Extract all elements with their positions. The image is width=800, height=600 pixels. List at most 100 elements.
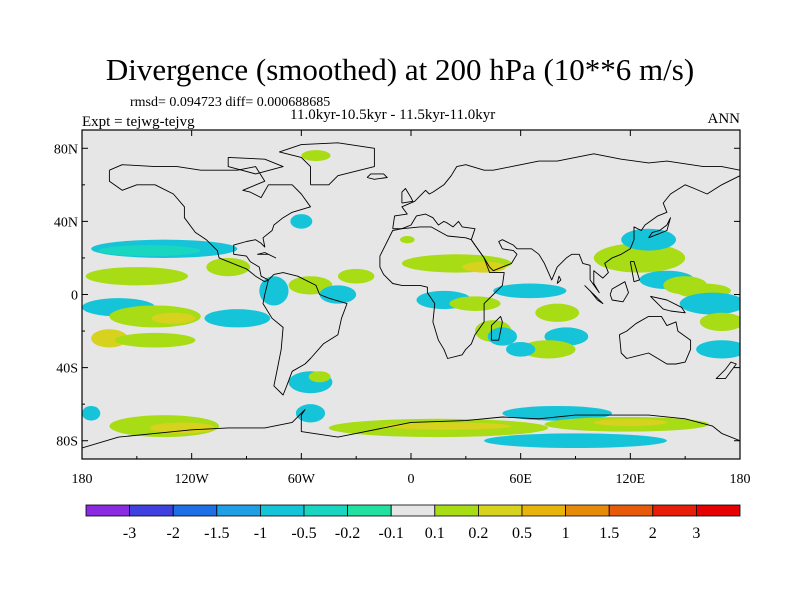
divergence-region [679,292,740,315]
colorbar-swatch [259,504,305,517]
divergence-field-layer [82,150,740,449]
colorbar-label: -1 [254,525,267,542]
lon-tick-label: 180 [730,472,751,487]
colorbar-swatch [696,504,741,517]
divergence-region [301,150,331,162]
coastline [650,295,686,314]
colorbar-swatch [608,504,654,517]
colorbar-label: -3 [123,525,136,542]
coastline [278,142,375,186]
lon-tick-label: 60E [509,472,532,487]
divergence-region [295,404,326,423]
divergence-region [593,418,667,427]
divergence-region [484,433,667,449]
divergence-region [288,276,333,295]
divergence-region [319,285,357,304]
divergence-region [206,257,251,277]
coastline [648,217,671,239]
lat-tick-label: 80S [56,435,78,450]
lat-tick-label: 80N [54,142,78,157]
lon-tick-label: 0 [408,472,415,487]
coastline [262,272,348,396]
divergence-region [493,283,567,299]
colorbar-label: 0.2 [468,525,488,542]
colorbar-label: -1.5 [204,525,229,542]
divergence-region [114,332,196,348]
lon-tick-label: 60W [288,472,316,487]
period-label: 11.0kyr-10.5kyr - 11.5kyr-11.0kyr [290,107,496,123]
divergence-region [535,303,580,322]
divergence-region [82,405,101,421]
colorbar: -3 -2 -1.5 -1 -0.5 -0.2 -0.1 0.1 0.2 0.5 1 1.5 2 3 [85,504,741,542]
lat-tick-label: 40N [54,215,78,230]
coastline [401,188,414,204]
colorbar-swatch [85,504,130,517]
colorbar-label: 1 [562,525,570,542]
map-axes: 80N 40N 0 40S 80S 180 120W 60W 0 60E 120E 180 [54,130,751,487]
divergence-region [98,245,201,257]
map-background [82,130,740,459]
coastline [379,226,505,359]
coastline [584,285,604,305]
colorbar-swatch [303,504,348,517]
colorbar-label: -0.2 [335,525,360,542]
colorbar-swatch [347,504,392,517]
divergence-region [699,312,740,332]
coastline [490,315,503,341]
season-label: ANN [707,111,741,127]
colorbar-swatch [477,504,523,517]
divergence-region [462,261,507,273]
colorbar-label: 0.1 [425,525,445,542]
colorbar-swatch [129,504,174,517]
coastline [556,275,562,284]
colorbar-swatch [565,504,610,517]
plot-title: Divergence (smoothed) at 200 hPa (10**6 … [105,52,695,87]
coastline [629,261,640,283]
colorbar-label: -0.1 [379,525,404,542]
coastline [618,315,692,365]
coastline [82,409,740,449]
colorbar-label: -2 [167,525,180,542]
colorbar-swatch [172,504,218,517]
divergence-region [290,214,313,229]
divergence-region [449,296,501,311]
divergence-region [487,327,518,346]
divergence-region [621,228,677,251]
divergence-region [85,267,189,286]
divergence-region [696,340,740,359]
divergence-region [337,268,375,284]
colorbar-swatch [521,504,566,517]
experiment-label: Expt = tejwg-tejvg [82,114,195,130]
lat-tick-label: 0 [71,289,78,304]
stats-text: rmsd= 0.094723 diff= 0.000688685 [130,95,331,110]
lon-tick-label: 120W [175,472,210,487]
divergence-region [383,422,512,430]
coastline [227,156,284,175]
divergence-region [204,309,271,328]
divergence-region [400,236,415,244]
colorbar-swatch [390,504,436,517]
divergence-region [520,340,576,359]
coastline [366,173,388,180]
colorbar-swatch [216,504,261,517]
colorbar-swatch [434,504,479,517]
colorbar-swatch [652,504,697,517]
lon-tick-label: 120E [616,472,646,487]
colorbar-label: 0.5 [512,525,532,542]
colorbar-label: 3 [692,525,700,542]
coastline [609,281,629,303]
colorbar-label: 2 [649,525,657,542]
divergence-region [308,371,331,383]
divergence-region [149,422,216,434]
lon-tick-label: 180 [72,472,93,487]
coastline [108,164,311,283]
coastline [257,252,277,259]
lat-tick-label: 40S [56,362,78,377]
divergence-region [593,243,686,273]
divergence-region [502,405,613,421]
coastline [715,361,737,380]
colorbar-label: -0.5 [291,525,316,542]
coastline-layer [82,142,740,449]
divergence-region [259,276,289,306]
